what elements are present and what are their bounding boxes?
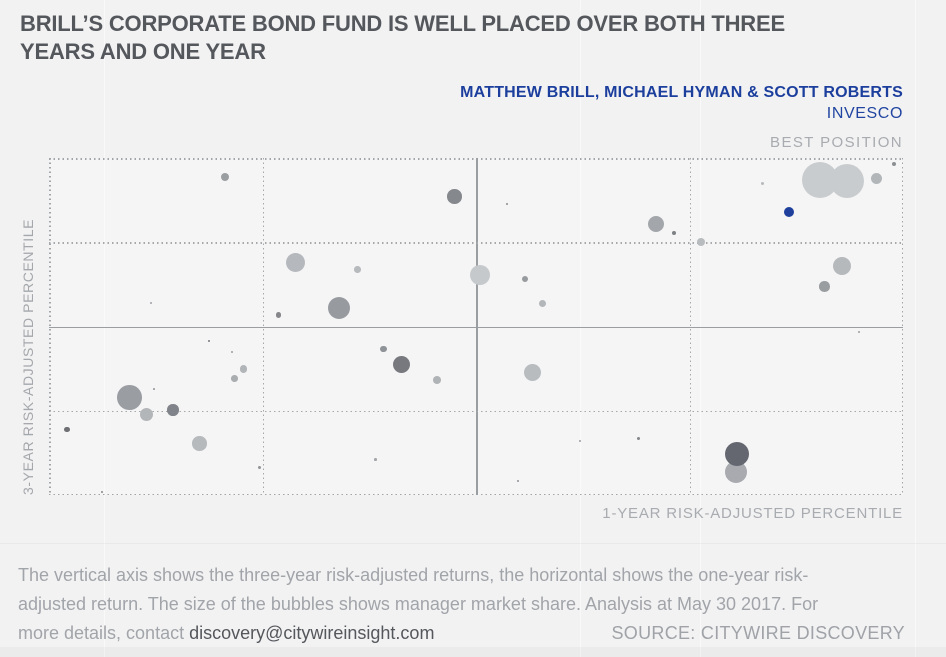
fund-bubble	[100, 490, 103, 493]
fund-bubble	[373, 457, 377, 461]
quartile-gridline	[49, 410, 903, 413]
footnote-line2: adjusted return. The size of the bubbles…	[18, 594, 819, 614]
fund-bubble	[636, 436, 640, 441]
company-name: INVESCO	[826, 105, 903, 122]
fund-bubble	[725, 461, 748, 484]
fund-bubble	[521, 275, 528, 282]
fund-bubble	[538, 299, 547, 307]
footnote: The vertical axis shows the three-year r…	[18, 561, 905, 648]
fund-bubble	[328, 297, 351, 320]
fund-bubble	[230, 351, 233, 354]
manager-names: MATTHEW BRILL, MICHAEL HYMAN & SCOTT ROB…	[460, 84, 903, 101]
fund-bubble	[505, 203, 508, 206]
fund-bubble	[220, 172, 229, 181]
fund-bubble	[579, 440, 582, 443]
fund-bubble	[353, 265, 361, 273]
median-gridline	[49, 326, 903, 328]
footnote-line1: The vertical axis shows the three-year r…	[18, 565, 809, 585]
quartile-gridline	[49, 242, 903, 244]
fund-bubble	[517, 480, 519, 482]
fund-bubble	[819, 281, 830, 293]
fund-bubble	[833, 257, 852, 276]
page-title-line2: YEARS AND ONE YEAR	[20, 39, 266, 64]
background-seam	[700, 0, 701, 657]
x-axis-label: 1-YEAR RISK-ADJUSTED PERCENTILE	[602, 505, 903, 522]
byline-block: MATTHEW BRILL, MICHAEL HYMAN & SCOTT ROB…	[460, 84, 903, 123]
fund-bubble	[167, 404, 179, 416]
fund-bubble	[760, 182, 764, 186]
fund-bubble	[380, 345, 388, 353]
fund-bubble	[192, 436, 207, 451]
highlighted-fund-bubble	[783, 206, 794, 217]
footer-divider	[0, 543, 946, 544]
footnote-line3-prefix: more details, contact	[18, 623, 190, 643]
page-title: BRILL’S CORPORATE BOND FUND IS WELL PLAC…	[20, 10, 932, 66]
fund-bubble	[470, 264, 491, 285]
fund-bubble	[139, 407, 154, 422]
y-axis-label: 3-YEAR RISK-ADJUSTED PERCENTILE	[20, 218, 36, 495]
fund-bubble	[153, 388, 155, 390]
fund-bubble	[672, 231, 677, 236]
fund-bubble	[892, 162, 897, 167]
fund-bubble	[116, 384, 142, 410]
background-seam	[915, 0, 916, 657]
bottom-band	[0, 647, 946, 657]
fund-bubble	[231, 375, 238, 382]
plot-area	[49, 158, 903, 495]
page-title-line1: BRILL’S CORPORATE BOND FUND IS WELL PLAC…	[20, 11, 785, 36]
fund-bubble	[696, 237, 705, 246]
best-position-label: BEST POSITION	[770, 134, 903, 151]
fund-bubble	[258, 465, 262, 469]
fund-bubble	[858, 330, 861, 333]
source-label: SOURCE: CITYWIRE DISCOVERY	[611, 623, 905, 643]
fund-bubble	[648, 216, 665, 233]
fund-bubble	[725, 441, 750, 466]
fund-bubble	[829, 163, 864, 198]
fund-bubble	[286, 252, 306, 273]
fund-bubble	[276, 312, 282, 318]
background-seam	[580, 0, 581, 657]
fund-bubble	[149, 302, 152, 305]
fund-bubble	[523, 363, 542, 382]
fund-bubble	[64, 426, 70, 433]
fund-bubble	[447, 189, 462, 205]
fund-bubble	[871, 173, 883, 185]
contact-email-link[interactable]: discovery@citywireinsight.com	[189, 623, 435, 643]
fund-bubble	[393, 355, 411, 373]
fund-bubble	[240, 365, 248, 373]
bubble-chart	[49, 158, 903, 495]
footnote-line3: more details, contact discovery@citywire…	[18, 619, 905, 648]
fund-bubble	[207, 339, 210, 342]
background-seam	[104, 0, 105, 657]
fund-bubble	[432, 376, 441, 385]
